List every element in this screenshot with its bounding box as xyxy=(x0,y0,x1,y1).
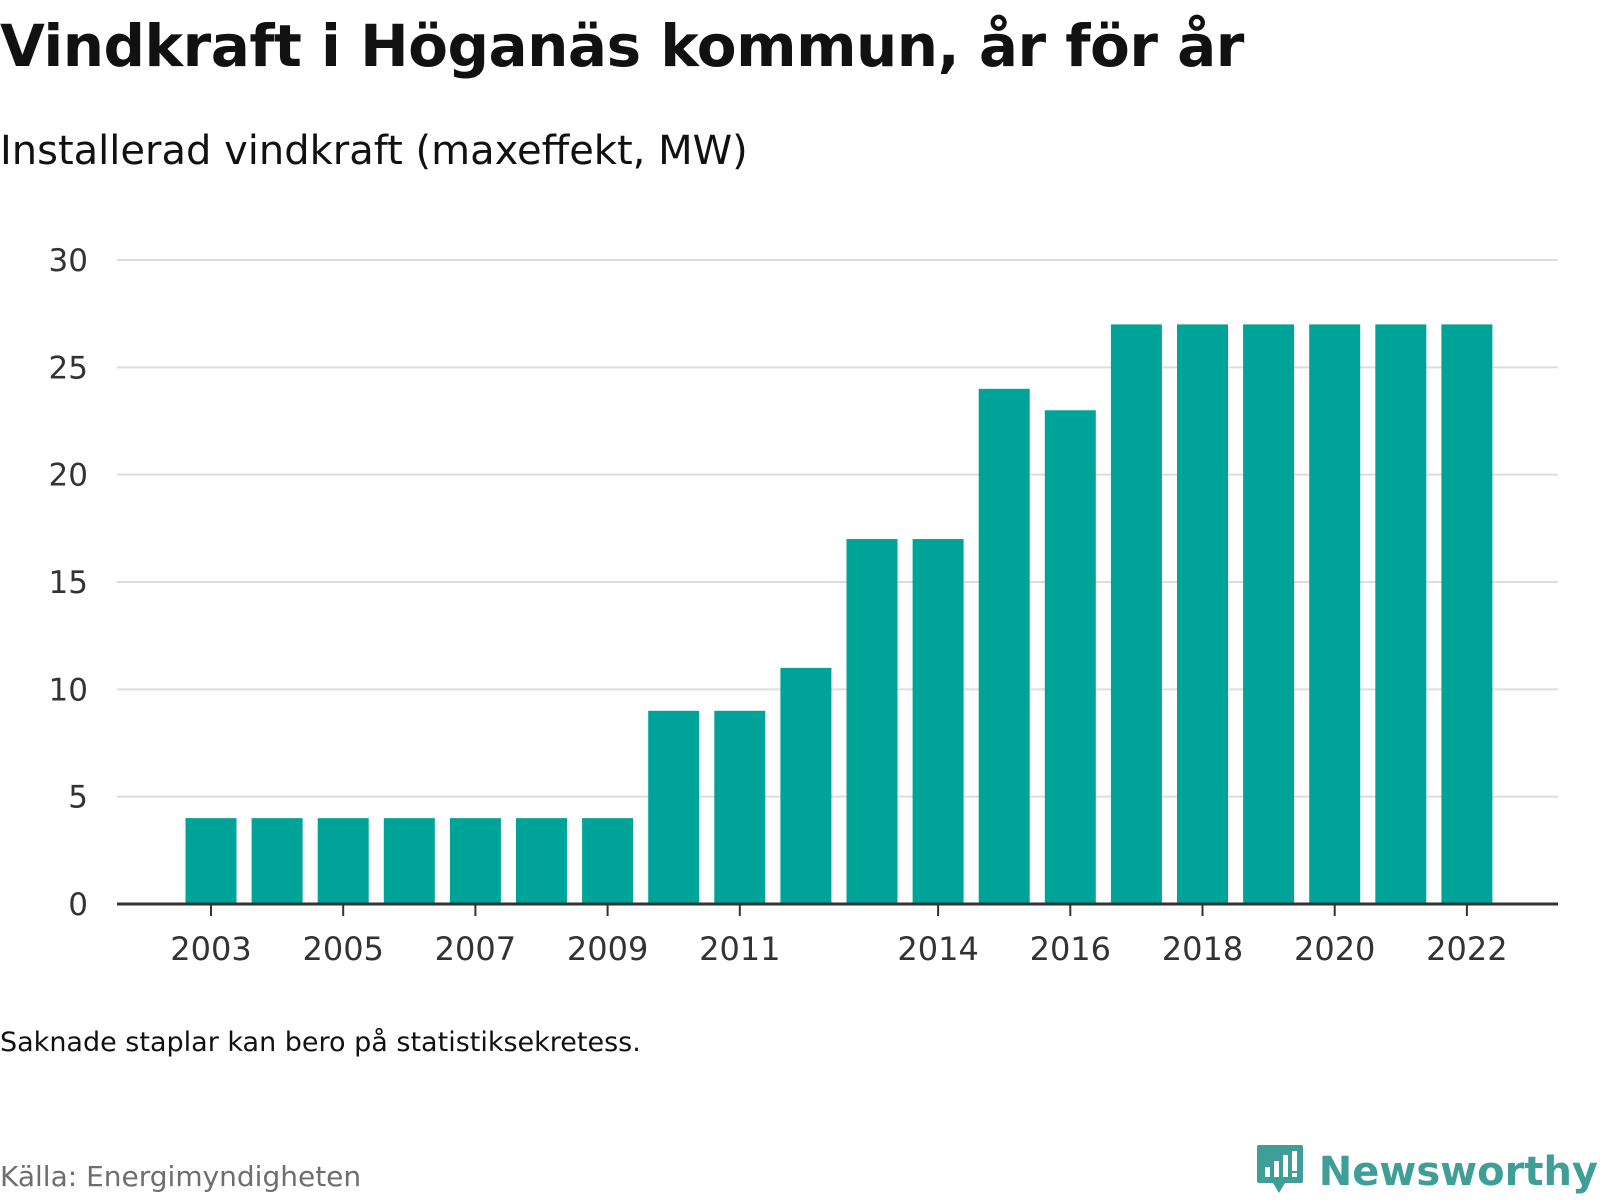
bar-2018 xyxy=(1177,324,1228,904)
bar-2014 xyxy=(912,539,964,904)
bar-2011 xyxy=(714,710,766,904)
bar-2020 xyxy=(1309,324,1361,904)
y-tick-label: 30 xyxy=(49,243,88,279)
bar-2019 xyxy=(1243,324,1295,904)
y-tick-label: 20 xyxy=(49,458,88,494)
bar-2003 xyxy=(185,818,237,904)
x-tick-label: 2018 xyxy=(1162,930,1243,968)
y-axis-ticks: 0 5 10 15 20 25 30 xyxy=(49,243,88,923)
bar-2015 xyxy=(978,388,1030,904)
bar-2010 xyxy=(648,710,700,904)
bar-chart: 0 5 10 15 20 25 30 2003 2005 2007 2009 2011 2014 201… xyxy=(49,243,1558,968)
x-tick-label: 2009 xyxy=(567,930,648,968)
bar-2009 xyxy=(582,818,634,904)
bar-2008 xyxy=(516,818,567,904)
x-tick-label: 2014 xyxy=(897,930,978,968)
x-tick-label: 2005 xyxy=(302,930,383,968)
y-tick-label: 0 xyxy=(68,887,88,923)
x-tick-label: 2007 xyxy=(435,930,516,968)
bar-2004 xyxy=(251,818,303,904)
chart-title: Vindkraft i Höganäs kommun, år för år xyxy=(0,12,1244,80)
chart-subtitle: Installerad vindkraft (maxeffekt, MW) xyxy=(0,128,748,174)
x-tick-label: 2011 xyxy=(699,930,780,968)
bar-2021 xyxy=(1375,324,1427,904)
x-tick-label: 2016 xyxy=(1030,930,1111,968)
bar-chart-speech-bubble-icon xyxy=(1255,1143,1305,1201)
brand-name: Newsworthy xyxy=(1318,1149,1598,1195)
y-tick-label: 15 xyxy=(49,565,88,601)
bars xyxy=(185,324,1493,904)
bar-2006 xyxy=(383,818,435,904)
x-tick-label: 2022 xyxy=(1426,930,1507,968)
newsworthy-logo[interactable]: Newsworthy xyxy=(1255,1143,1598,1201)
bar-2007 xyxy=(449,818,501,904)
x-tick-label: 2003 xyxy=(170,930,251,968)
y-tick-label: 5 xyxy=(68,780,88,816)
x-tick-label: 2020 xyxy=(1294,930,1375,968)
source-label: Källa: Energimyndigheten xyxy=(0,1160,362,1193)
bar-2005 xyxy=(317,818,369,904)
bar-2013 xyxy=(846,539,898,904)
bar-2017 xyxy=(1110,324,1162,904)
bar-2022 xyxy=(1441,324,1493,904)
x-axis-ticks: 2003 2005 2007 2009 2011 2014 2016 2018 2020 2022 xyxy=(170,904,1508,968)
y-tick-label: 25 xyxy=(49,350,88,386)
footnote: Saknade staplar kan bero på statistiksek… xyxy=(0,1027,641,1058)
y-tick-label: 10 xyxy=(49,672,88,708)
bar-2016 xyxy=(1044,410,1096,904)
bar-2012 xyxy=(780,667,832,904)
